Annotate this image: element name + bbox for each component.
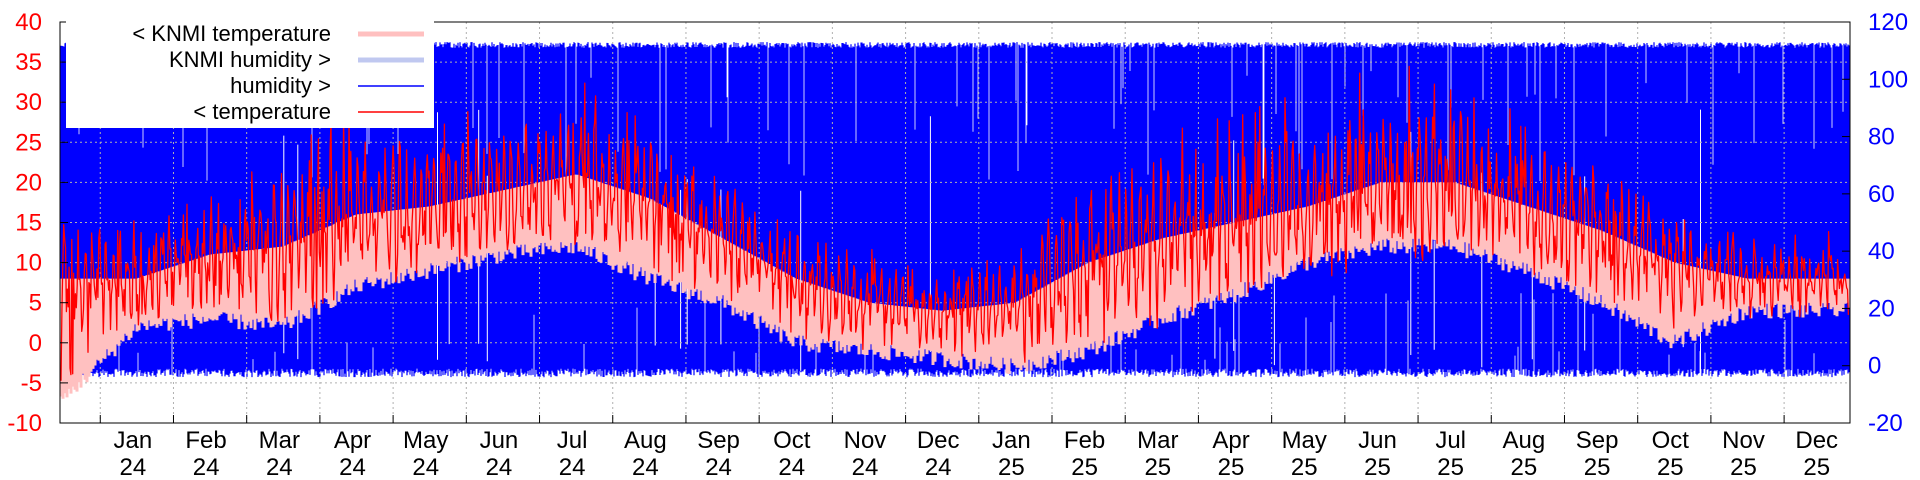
axes-layer: -10 -5 0 5 10 15 20 25 30 35 40 -20 0 20 40 60 80 100 120 J… bbox=[7, 9, 1908, 480]
x-axis-month-label: Jan bbox=[992, 427, 1031, 454]
legend-label: KNMI humidity > bbox=[169, 47, 331, 72]
x-axis-year-label: 24 bbox=[120, 454, 147, 480]
left-axis-tick-label: 25 bbox=[15, 129, 42, 156]
x-axis-month-label: Jul bbox=[557, 427, 588, 454]
x-axis-year-label: 24 bbox=[852, 454, 879, 480]
legend-label: humidity > bbox=[230, 73, 331, 98]
x-axis-month-label: Aug bbox=[1503, 427, 1546, 454]
x-axis-year-label: 24 bbox=[339, 454, 366, 480]
right-axis-tick-label: 0 bbox=[1868, 353, 1881, 380]
x-axis-year-label: 24 bbox=[632, 454, 659, 480]
x-axis-year-label: 24 bbox=[705, 454, 732, 480]
legend-box bbox=[66, 20, 434, 128]
x-axis-month-label: Nov bbox=[844, 427, 887, 454]
right-axis-tick-label: 100 bbox=[1868, 66, 1908, 93]
x-axis-month-label: Feb bbox=[185, 427, 226, 454]
left-axis-tick-label: 40 bbox=[15, 9, 42, 36]
left-axis-tick-label: 35 bbox=[15, 49, 42, 76]
x-axis-month-label: May bbox=[1282, 427, 1327, 454]
x-axis-month-label: Jan bbox=[114, 427, 153, 454]
x-axis-year-label: 25 bbox=[1730, 454, 1757, 480]
legend-label: < temperature bbox=[193, 99, 331, 124]
x-axis-year-label: 24 bbox=[193, 454, 220, 480]
x-axis-month-label: Feb bbox=[1064, 427, 1105, 454]
x-axis-year-label: 24 bbox=[778, 454, 805, 480]
x-axis-month-label: Mar bbox=[1137, 427, 1178, 454]
x-axis-year-label: 25 bbox=[1218, 454, 1245, 480]
x-axis-month-label: May bbox=[403, 427, 448, 454]
x-axis-year-label: 25 bbox=[1071, 454, 1098, 480]
x-axis-month-label: Jul bbox=[1435, 427, 1466, 454]
x-axis-month-label: Dec bbox=[1795, 427, 1838, 454]
x-axis-year-label: 25 bbox=[1511, 454, 1538, 480]
x-axis-year-label: 25 bbox=[1291, 454, 1318, 480]
x-axis-month-label: Sep bbox=[1576, 427, 1619, 454]
x-axis-year-label: 25 bbox=[1657, 454, 1684, 480]
x-axis-month-label: Sep bbox=[697, 427, 740, 454]
x-axis-month-label: Oct bbox=[1652, 427, 1690, 454]
x-axis-month-label: Apr bbox=[334, 427, 371, 454]
x-axis-year-label: 25 bbox=[1144, 454, 1171, 480]
x-axis-year-label: 25 bbox=[1584, 454, 1611, 480]
legend-label: < KNMI temperature bbox=[132, 21, 331, 46]
temperature-layer bbox=[60, 65, 1850, 381]
x-axis-year-label: 24 bbox=[266, 454, 293, 480]
left-axis-tick-label: -5 bbox=[21, 370, 42, 397]
x-axis-year-label: 25 bbox=[998, 454, 1025, 480]
left-axis-tick-label: 5 bbox=[29, 290, 42, 317]
left-axis-tick-label: -10 bbox=[7, 410, 42, 437]
x-axis-year-label: 24 bbox=[486, 454, 513, 480]
x-axis-month-label: Aug bbox=[624, 427, 667, 454]
left-axis-tick-label: 20 bbox=[15, 169, 42, 196]
right-axis-tick-label: 20 bbox=[1868, 295, 1895, 322]
x-axis-year-label: 24 bbox=[559, 454, 586, 480]
left-axis-tick-label: 0 bbox=[29, 330, 42, 357]
x-axis-month-label: Apr bbox=[1212, 427, 1249, 454]
left-axis-tick-label: 30 bbox=[15, 89, 42, 116]
temperature-line bbox=[60, 65, 1850, 381]
right-axis-tick-label: 60 bbox=[1868, 181, 1895, 208]
left-axis-tick-label: 15 bbox=[15, 210, 42, 237]
x-axis-year-label: 25 bbox=[1803, 454, 1830, 480]
x-axis-year-label: 25 bbox=[1437, 454, 1464, 480]
x-axis-month-label: Dec bbox=[917, 427, 960, 454]
right-axis-tick-label: 40 bbox=[1868, 238, 1895, 265]
x-axis-month-label: Oct bbox=[773, 427, 811, 454]
x-axis-month-label: Jun bbox=[1358, 427, 1397, 454]
x-axis-year-label: 25 bbox=[1364, 454, 1391, 480]
x-axis-month-label: Mar bbox=[259, 427, 300, 454]
x-axis-year-label: 24 bbox=[925, 454, 952, 480]
x-axis-month-label: Jun bbox=[480, 427, 519, 454]
right-axis-tick-label: -20 bbox=[1868, 410, 1903, 437]
x-axis-month-label: Nov bbox=[1722, 427, 1765, 454]
left-axis-tick-label: 10 bbox=[15, 250, 42, 277]
right-axis-tick-label: 80 bbox=[1868, 124, 1895, 151]
right-axis-tick-label: 120 bbox=[1868, 9, 1908, 36]
x-axis-year-label: 24 bbox=[412, 454, 439, 480]
